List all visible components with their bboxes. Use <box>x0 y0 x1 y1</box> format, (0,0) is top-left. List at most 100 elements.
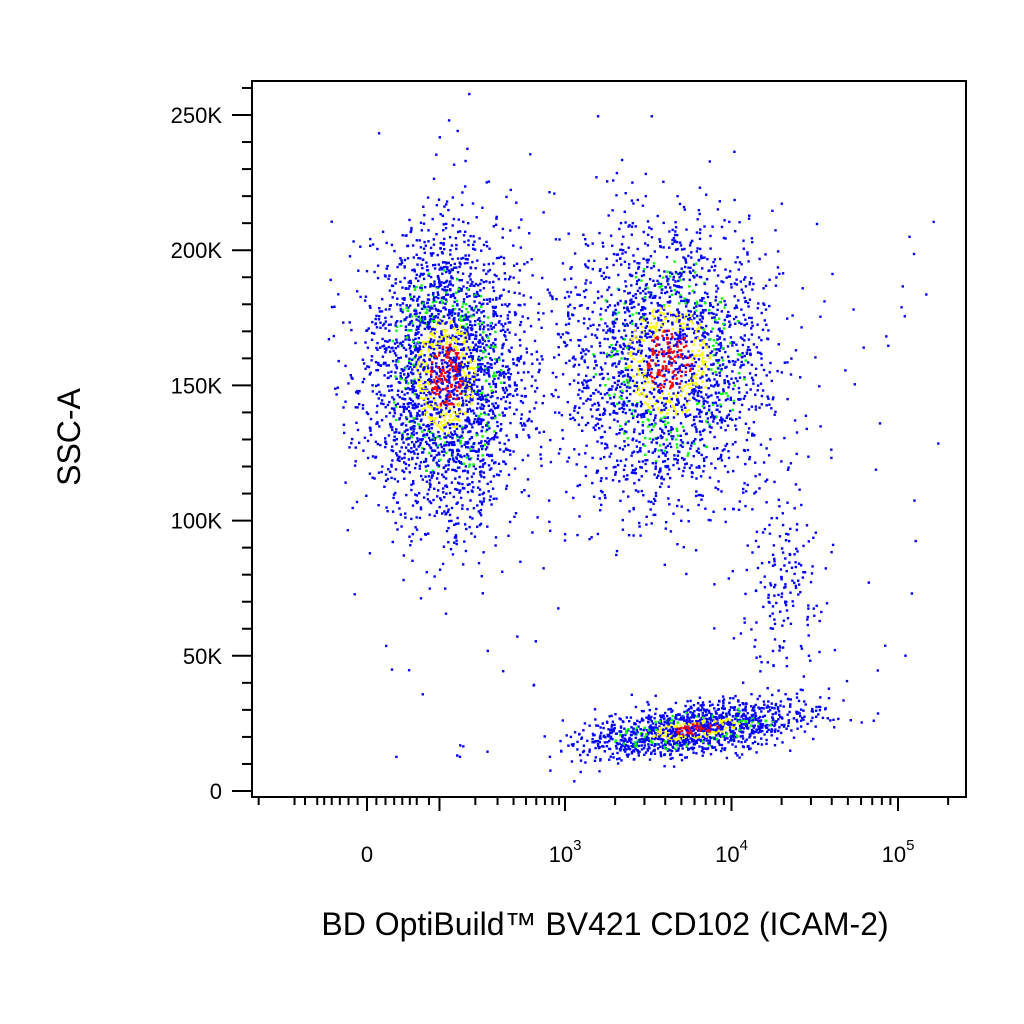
event-dot <box>422 448 426 451</box>
event-dot <box>616 301 620 305</box>
event-dot <box>504 303 507 306</box>
event-dot <box>482 491 486 494</box>
event-dot <box>426 381 429 384</box>
event-dot <box>446 362 449 365</box>
event-dot <box>480 429 484 433</box>
event-dot <box>639 447 642 450</box>
event-dot <box>651 339 654 342</box>
event-dot <box>443 426 446 429</box>
event-dot <box>709 302 712 305</box>
event-dot <box>447 422 450 425</box>
event-dot <box>715 341 718 344</box>
event-dot <box>401 432 404 435</box>
event-dot <box>455 456 458 459</box>
event-dot <box>764 284 768 287</box>
event-dot <box>441 268 444 271</box>
event-dot <box>446 353 449 356</box>
event-dot <box>669 530 673 533</box>
event-dot <box>383 394 386 397</box>
event-dot <box>795 431 799 434</box>
event-dot <box>378 390 381 394</box>
event-dot <box>464 419 467 422</box>
event-dot <box>452 318 455 321</box>
event-dot <box>387 434 391 437</box>
event-dot <box>630 454 633 457</box>
event-dot <box>667 429 670 433</box>
event-dot <box>662 321 665 324</box>
event-dot <box>506 317 509 320</box>
event-dot <box>670 428 673 432</box>
event-dot <box>352 240 355 243</box>
event-dot <box>348 255 352 258</box>
event-dot <box>491 380 495 383</box>
event-dot <box>512 362 515 366</box>
event-dot <box>439 284 443 287</box>
event-dot <box>425 571 428 574</box>
event-dot <box>442 229 445 232</box>
event-dot <box>386 264 389 268</box>
event-dot <box>680 408 684 411</box>
event-dot <box>408 280 412 283</box>
event-dot <box>454 358 458 362</box>
event-dot <box>443 248 446 251</box>
event-dot <box>733 384 736 387</box>
event-dot <box>439 310 442 313</box>
event-dot <box>699 247 702 251</box>
event-dot <box>635 381 639 384</box>
event-dot <box>608 426 612 429</box>
event-dot <box>570 277 573 280</box>
event-dot <box>430 476 433 479</box>
event-dot <box>403 297 406 300</box>
event-dot <box>416 303 420 306</box>
event-dot <box>664 367 668 371</box>
event-dot <box>661 374 664 377</box>
event-dot <box>692 269 695 272</box>
event-dot <box>418 348 421 351</box>
event-dot <box>603 494 606 497</box>
event-dot <box>458 466 461 469</box>
event-dot <box>395 431 398 434</box>
event-dot <box>490 467 493 470</box>
event-dot <box>568 383 572 386</box>
event-dot <box>476 486 480 489</box>
event-dot <box>714 486 717 489</box>
event-dot <box>327 338 331 341</box>
event-dot <box>519 355 523 358</box>
event-dot <box>657 359 660 363</box>
event-dot <box>632 430 636 434</box>
event-dot <box>697 259 701 262</box>
event-dot <box>711 401 715 405</box>
event-dot <box>420 474 423 478</box>
event-dot <box>456 342 460 346</box>
event-dot <box>464 313 467 316</box>
event-dot <box>515 387 518 391</box>
event-dot <box>689 354 692 357</box>
event-dot <box>704 345 708 348</box>
event-dot <box>714 299 717 302</box>
event-dot <box>780 371 783 374</box>
event-dot <box>671 385 674 388</box>
event-dot <box>416 263 419 266</box>
event-dot <box>660 482 663 485</box>
event-dot <box>459 315 462 318</box>
event-dot <box>471 481 474 484</box>
event-dot <box>425 425 428 428</box>
event-dot <box>469 333 472 337</box>
event-dot <box>756 384 760 387</box>
event-dot <box>475 434 478 437</box>
event-dot <box>412 357 415 360</box>
event-dot <box>632 352 635 355</box>
event-dot <box>423 251 426 254</box>
event-dot <box>371 476 374 479</box>
event-dot <box>488 427 491 430</box>
event-dot <box>472 378 475 381</box>
event-dot <box>589 281 592 284</box>
event-dot <box>709 234 712 238</box>
event-dot <box>429 353 432 356</box>
event-dot <box>716 334 719 338</box>
event-dot <box>760 363 763 367</box>
event-dot <box>636 420 640 424</box>
event-dot <box>681 333 684 336</box>
event-dot <box>416 452 420 456</box>
event-dot <box>676 354 679 357</box>
